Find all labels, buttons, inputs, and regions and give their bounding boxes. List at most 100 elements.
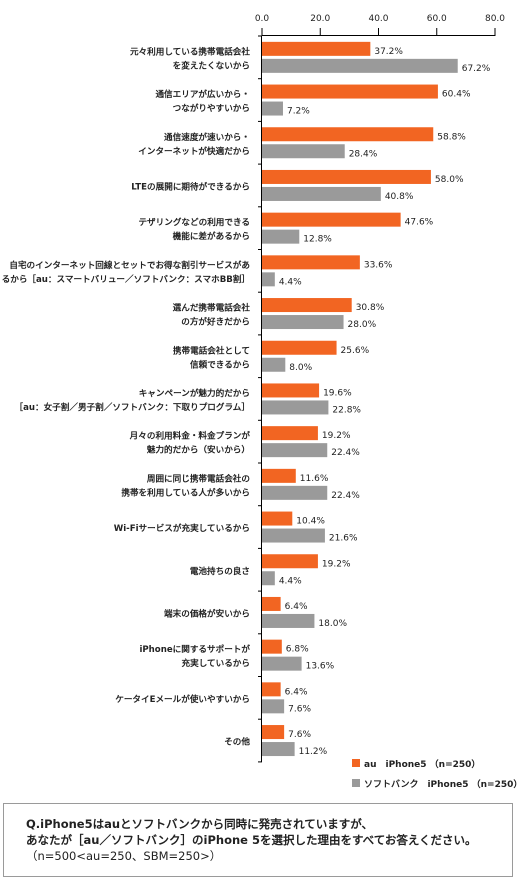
category-label: 通信エリアが広いから・: [155, 88, 250, 100]
bar-au: [262, 511, 293, 526]
x-tick-label: 80.0: [485, 14, 505, 24]
question-line-1: Q.iPhone5はauとソフトバンクから同時に発売されていますが、: [26, 817, 374, 831]
category-label: 携帯電話会社として: [173, 344, 250, 356]
category-label: ケータイEメールが使いやすいから: [115, 693, 250, 705]
value-label-au: 58.0%: [435, 175, 464, 185]
value-label-softbank: 7.6%: [288, 704, 311, 714]
value-label-au: 25.6%: [341, 346, 370, 356]
bar-au: [262, 383, 320, 398]
category-label: 元々利用している携帯電話会社: [130, 45, 250, 57]
bar-au: [262, 340, 337, 355]
value-label-softbank: 7.2%: [287, 107, 310, 117]
bar-softbank: [262, 186, 381, 201]
category-label: 自宅のインターネット回線とセットでお得な割引サービスがあ: [9, 259, 250, 271]
bar-au: [262, 169, 431, 184]
value-label-au: 10.4%: [296, 517, 325, 527]
category-label: キャンペーンが魅力的だから: [139, 387, 250, 399]
category-label: 選んだ携帯電話会社: [173, 302, 251, 314]
value-label-au: 6.4%: [285, 602, 308, 612]
bar-au: [262, 127, 434, 142]
bar-au: [262, 84, 438, 99]
value-label-au: 19.6%: [323, 388, 352, 398]
category-label: つながりやすいから: [173, 102, 250, 114]
bar-au: [262, 298, 352, 313]
legend-swatch-softbank: [352, 779, 360, 787]
bar-softbank: [262, 528, 325, 543]
x-tick-label: 0.0: [255, 14, 270, 24]
legend-label-au: au iPhone5 （n=250）: [364, 759, 480, 770]
category-label: るから［au：スマートバリュー／ソフトバンク：スマホBB割］: [2, 273, 250, 285]
category-label: を変えたくないから: [173, 59, 250, 71]
bar-softbank: [262, 58, 458, 73]
category-label: 電池持ちの良さ: [190, 565, 250, 577]
bar-softbank: [262, 699, 285, 714]
value-label-au: 60.4%: [442, 90, 471, 100]
category-label: その他: [224, 736, 250, 748]
value-label-au: 37.2%: [374, 47, 403, 57]
category-label: 周囲に同じ携帯電話会社の: [147, 472, 250, 484]
bar-softbank: [262, 613, 315, 628]
bar-au: [262, 41, 371, 56]
category-label: 信頼できるから: [190, 358, 250, 370]
x-tick-label: 60.0: [427, 14, 447, 24]
value-label-au: 58.8%: [437, 132, 466, 142]
value-label-au: 47.6%: [405, 218, 434, 228]
question-note: Q.iPhone5はauとソフトバンクから同時に発売されていますが、 あなたが［…: [3, 803, 513, 877]
value-label-softbank: 12.8%: [303, 235, 332, 245]
value-label-au: 11.6%: [300, 474, 329, 484]
question-line-2: あなたが［au／ソフトバンク］のiPhone 5を選択した理由をすべてお答えくだ…: [26, 833, 477, 847]
category-label: 機能に差があるから: [173, 230, 250, 242]
bar-softbank: [262, 144, 345, 159]
bar-au: [262, 212, 401, 227]
bar-softbank: [262, 656, 302, 671]
value-label-softbank: 22.4%: [331, 491, 360, 501]
bar-au: [262, 426, 318, 441]
category-label: Wi-Fiサービスが充実しているから: [114, 522, 250, 534]
question-line-3: （n=500<au=250、SBM=250>）: [26, 849, 222, 863]
legend-label-softbank: ソフトバンク iPhone5 （n=250）: [364, 779, 520, 790]
value-label-softbank: 8.0%: [289, 363, 312, 373]
category-label: インターネットが快適だから: [138, 145, 250, 157]
bar-softbank: [262, 742, 295, 757]
value-label-softbank: 67.2%: [462, 64, 491, 74]
bar-au: [262, 255, 360, 270]
value-label-softbank: 22.8%: [332, 405, 361, 415]
value-label-softbank: 11.2%: [299, 747, 328, 757]
bar-au: [262, 468, 296, 483]
value-label-au: 33.6%: [364, 260, 393, 270]
category-label: 月々の利用料金・料金プランが: [129, 430, 251, 442]
bar-softbank: [262, 101, 283, 116]
bar-au: [262, 682, 281, 697]
value-label-softbank: 21.6%: [329, 534, 358, 544]
bar-softbank: [262, 443, 328, 458]
x-tick-label: 20.0: [310, 14, 330, 24]
value-label-softbank: 28.4%: [349, 149, 378, 159]
value-label-softbank: 13.6%: [306, 662, 335, 672]
bar-softbank: [262, 485, 328, 500]
bar-au: [262, 554, 318, 569]
value-label-softbank: 4.4%: [279, 576, 302, 586]
value-label-softbank: 4.4%: [279, 277, 302, 287]
value-label-au: 6.4%: [285, 687, 308, 697]
bar-softbank: [262, 315, 344, 330]
bar-au: [262, 639, 282, 654]
category-label: 通信速度が速いから・: [164, 131, 250, 143]
category-label: 携帯を利用している人が多いから: [121, 486, 250, 498]
category-label: iPhoneに関するサポートが: [139, 643, 250, 655]
value-label-softbank: 40.8%: [385, 192, 414, 202]
value-label-au: 7.6%: [288, 730, 311, 740]
bar-softbank: [262, 357, 286, 372]
bar-softbank: [262, 400, 329, 415]
category-label: の方が好きだから: [181, 316, 250, 328]
category-label: テザリングなどの利用できる: [138, 216, 250, 228]
category-label: 魅力的だから（安いから）: [147, 444, 250, 456]
bar-au: [262, 596, 281, 611]
value-label-softbank: 28.0%: [348, 320, 377, 330]
value-label-au: 19.2%: [322, 559, 351, 569]
category-label: 充実しているから: [182, 657, 251, 669]
x-tick-label: 40.0: [368, 14, 388, 24]
legend-swatch-au: [352, 759, 360, 767]
category-label: ［au：女子割／男子割／ソフトバンク：下取りプログラム］: [14, 401, 250, 413]
value-label-au: 6.8%: [286, 645, 309, 655]
bar-softbank: [262, 571, 275, 586]
